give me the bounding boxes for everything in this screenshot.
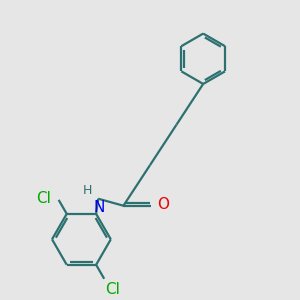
Text: Cl: Cl	[36, 191, 51, 206]
Text: Cl: Cl	[106, 282, 121, 297]
Text: H: H	[83, 184, 92, 197]
Text: N: N	[94, 200, 105, 215]
Text: O: O	[158, 197, 169, 212]
